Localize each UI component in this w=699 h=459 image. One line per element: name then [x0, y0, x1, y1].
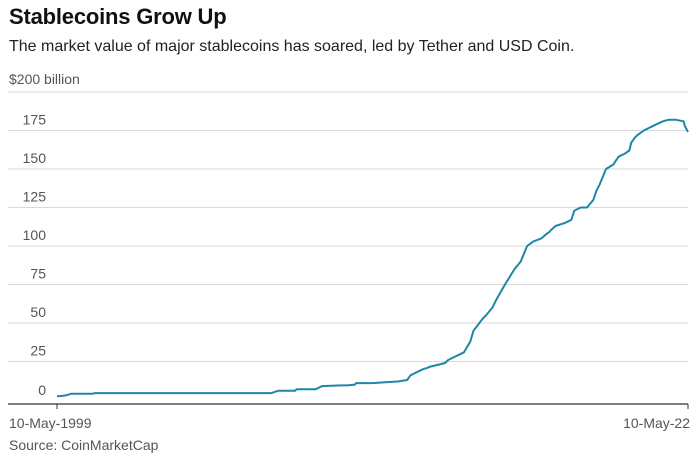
chart-subtitle: The market value of major stablecoins ha…	[9, 38, 575, 55]
source-note: Source: CoinMarketCap	[9, 437, 159, 453]
x-tick-label-1: 10-May-22	[623, 415, 690, 431]
y-tick-label-50: 50	[30, 304, 46, 320]
grid-lines	[8, 91, 688, 362]
y-tick-label-0: 0	[38, 382, 46, 398]
y-axis-unit-label: $200 billion	[9, 71, 80, 87]
x-ticks: 10-May-1999 10-May-22	[9, 404, 690, 431]
y-tick-labels: 0 25 50 75 100 125 150 175	[23, 112, 47, 399]
x-tick-label-0: 10-May-1999	[9, 415, 92, 431]
chart-title: Stablecoins Grow Up	[9, 4, 227, 29]
y-tick-label-75: 75	[30, 266, 46, 282]
series-line-stablecoin-market-value	[57, 118, 689, 398]
y-tick-label-175: 175	[23, 112, 47, 128]
y-tick-label-150: 150	[23, 150, 47, 166]
y-tick-label-25: 25	[30, 343, 46, 359]
y-tick-label-125: 125	[23, 189, 47, 205]
y-tick-label-100: 100	[23, 227, 47, 243]
